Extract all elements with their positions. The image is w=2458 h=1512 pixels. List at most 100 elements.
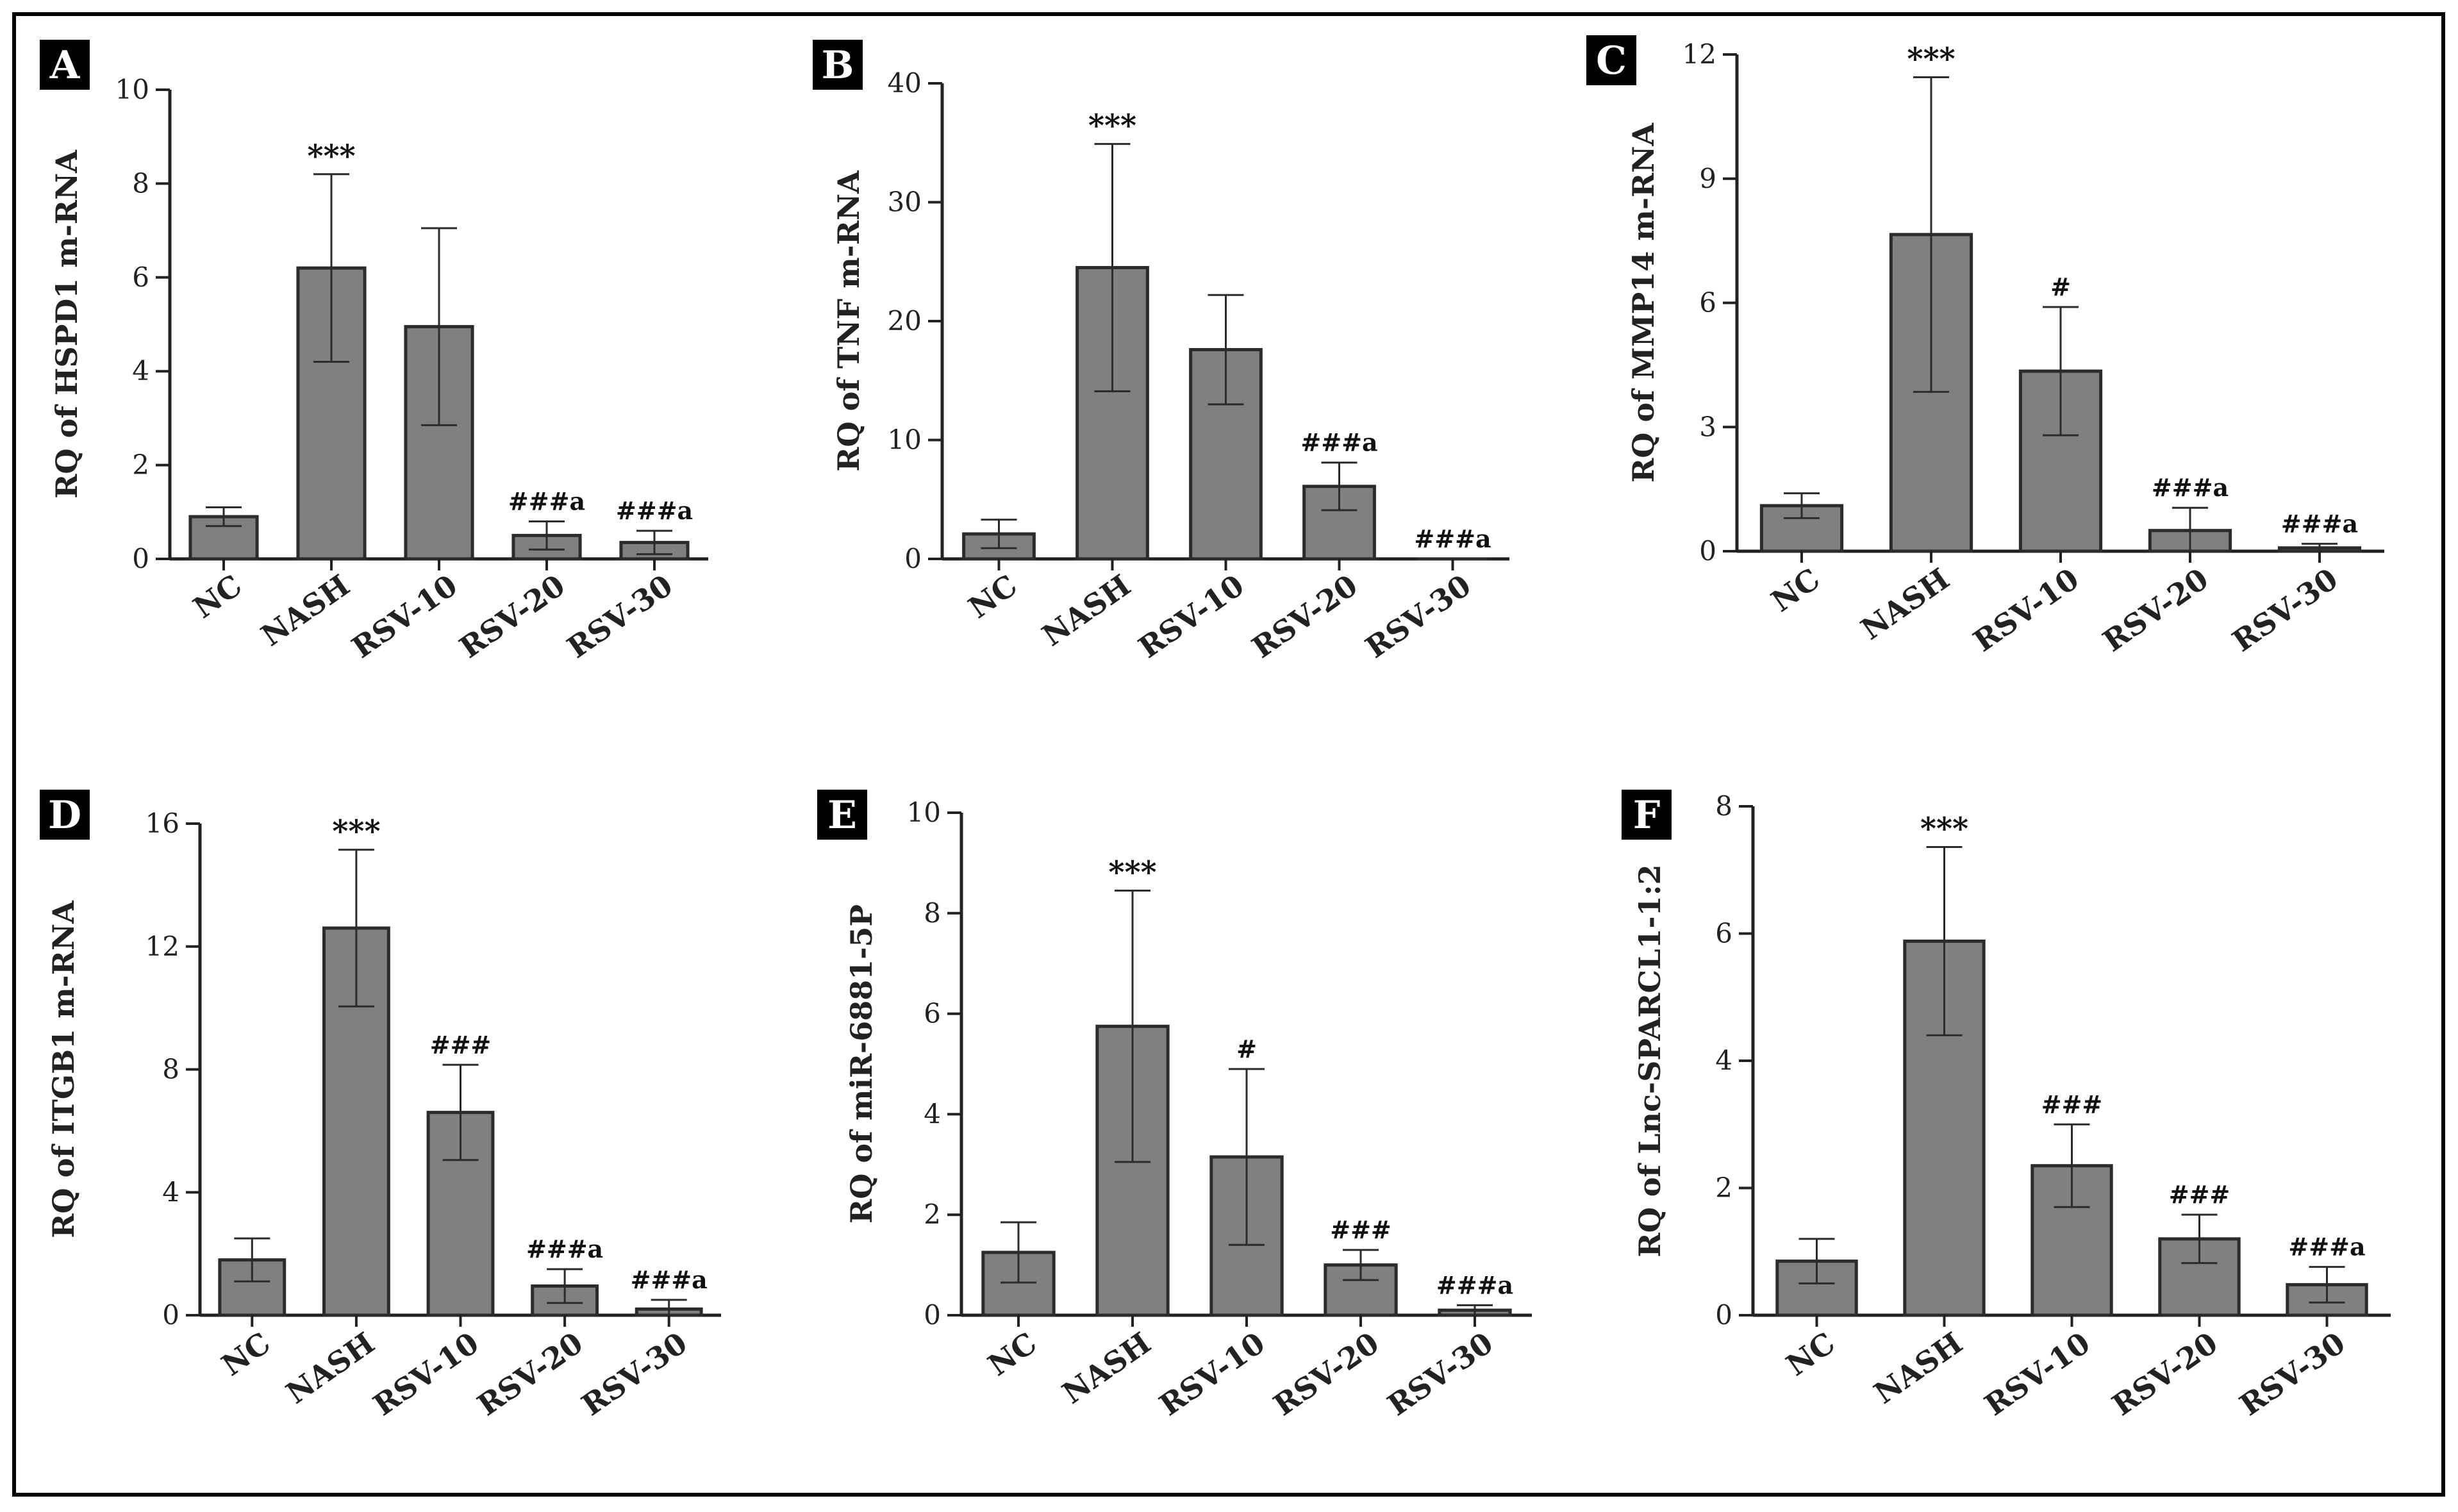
y-tick-label: 9 xyxy=(1699,163,1716,194)
significance-annotation: ###a xyxy=(526,1234,603,1263)
category-label: NASH xyxy=(255,568,356,653)
category-label: NC xyxy=(962,568,1023,625)
significance-annotation: *** xyxy=(307,138,355,174)
y-tick-label: 4 xyxy=(162,1176,179,1208)
significance-annotation: # xyxy=(1236,1034,1257,1063)
category-label: RSV-10 xyxy=(345,568,463,665)
panel-letter-badge xyxy=(40,40,90,90)
category-label: RSV-20 xyxy=(453,568,571,665)
y-tick-label: 6 xyxy=(1715,918,1732,949)
y-axis-label: RQ of miR-6881-5P xyxy=(844,904,879,1224)
category-label: RSV-30 xyxy=(561,568,679,665)
significance-annotation: ###a xyxy=(2281,509,2358,538)
panel-letter: F xyxy=(1633,793,1661,838)
y-tick-label: 0 xyxy=(1715,1299,1732,1331)
category-label: NC xyxy=(1780,1325,1841,1383)
significance-annotation: # xyxy=(2050,272,2071,301)
panel-a: A 0 2 4 6 8 10 RQ of HSPD1 m-RNA NC *** NASHRSV-10… xyxy=(40,40,708,665)
significance-annotation: ###a xyxy=(1414,524,1491,553)
panel-b: B 0 10 20 30 40 RQ of TNF m-RNA NC *** NASHRSV-10… xyxy=(813,40,1509,665)
y-axis-label: RQ of TNF m-RNA xyxy=(831,170,866,472)
y-tick-label: 8 xyxy=(162,1054,179,1085)
panel-d: D 0 4 8 12 16 RQ of ITGB1 m-RNA NC *** NASH ### RSV… xyxy=(40,790,721,1422)
y-tick-label: 0 xyxy=(1699,535,1716,567)
y-tick-label: 6 xyxy=(1699,287,1716,319)
y-tick-label: 0 xyxy=(162,1299,179,1331)
category-label: RSV-10 xyxy=(1153,1325,1271,1422)
bar-nc xyxy=(1775,1259,1858,1317)
category-label: NASH xyxy=(280,1325,381,1411)
y-axis-label: RQ of HSPD1 m-RNA xyxy=(49,149,84,499)
significance-annotation: *** xyxy=(1907,42,1955,78)
category-label: RSV-20 xyxy=(471,1325,589,1422)
y-tick-label: 8 xyxy=(1715,790,1732,822)
category-label: RSV-30 xyxy=(576,1325,693,1422)
y-tick-label: 3 xyxy=(1699,411,1716,442)
category-label: RSV-30 xyxy=(2226,561,2344,658)
y-tick-label: 2 xyxy=(132,449,149,481)
category-label: RSV-20 xyxy=(2097,561,2214,658)
category-label: NC xyxy=(982,1325,1043,1383)
y-tick-label: 4 xyxy=(924,1098,941,1129)
panel-letter-badge xyxy=(40,790,90,840)
y-tick-label: 12 xyxy=(145,931,179,962)
panel-letter-badge xyxy=(1622,790,1672,840)
significance-annotation: ### xyxy=(2169,1180,2230,1209)
panel-letter-badge xyxy=(813,40,863,90)
y-tick-label: 4 xyxy=(132,355,149,386)
category-label: NASH xyxy=(1056,1325,1157,1411)
y-tick-label: 8 xyxy=(132,167,149,199)
y-tick-label: 6 xyxy=(924,998,941,1029)
panel-f: F 0 2 4 6 8 RQ of Lnc-SPARCL1-1:2 NC *** NASH ### R… xyxy=(1622,790,2391,1422)
bar-rsv-10 xyxy=(2018,369,2103,553)
category-label: RSV-30 xyxy=(1381,1325,1499,1422)
significance-annotation: ###a xyxy=(2288,1233,2365,1261)
y-axis-label: RQ of MMP14 m-RNA xyxy=(1626,122,1661,483)
category-label: RSV-10 xyxy=(1967,561,2085,658)
y-tick-label: 12 xyxy=(1682,38,1716,70)
y-tick-label: 0 xyxy=(904,543,922,574)
panel-letter: B xyxy=(822,43,854,88)
y-tick-label: 16 xyxy=(145,808,179,839)
y-tick-label: 2 xyxy=(1715,1172,1732,1204)
y-tick-label: 10 xyxy=(907,797,941,828)
y-axis-label: RQ of ITGB1 m-RNA xyxy=(46,900,81,1238)
panel-letter: C xyxy=(1596,38,1627,83)
panel-letter: D xyxy=(48,793,81,838)
category-label: NASH xyxy=(1868,1325,1968,1411)
significance-annotation: ###a xyxy=(1436,1270,1513,1299)
category-label: RSV-20 xyxy=(1246,568,1364,665)
y-tick-label: 20 xyxy=(888,305,922,336)
y-tick-label: 10 xyxy=(115,74,149,105)
significance-annotation: ###a xyxy=(1300,428,1377,457)
category-label: RSV-20 xyxy=(1267,1325,1385,1422)
y-axis-label: RQ of Lnc-SPARCL1-1:2 xyxy=(1632,864,1667,1257)
significance-annotation: *** xyxy=(332,814,380,850)
significance-annotation: ### xyxy=(430,1030,492,1059)
significance-annotation: *** xyxy=(1108,855,1156,891)
panel-letter: A xyxy=(49,43,81,88)
y-tick-label: 2 xyxy=(924,1199,941,1230)
panel-c: C 0 3 6 9 12 RQ of MMP14 m-RNA NC *** NASH # RSV-10… xyxy=(1586,35,2384,658)
significance-annotation: ### xyxy=(1330,1215,1391,1244)
significance-annotation: ### xyxy=(2041,1090,2103,1118)
category-label: RSV-10 xyxy=(1133,568,1250,665)
category-label: RSV-30 xyxy=(2234,1325,2352,1422)
y-tick-label: 4 xyxy=(1715,1045,1732,1076)
y-tick-label: 10 xyxy=(888,424,922,456)
y-tick-label: 0 xyxy=(924,1299,941,1331)
category-label: RSV-30 xyxy=(1359,568,1477,665)
category-label: RSV-20 xyxy=(2106,1325,2224,1422)
category-label: RSV-10 xyxy=(367,1325,485,1422)
panel-letter: E xyxy=(827,793,857,838)
category-label: NASH xyxy=(1036,568,1136,653)
y-tick-label: 0 xyxy=(132,543,149,574)
category-label: NASH xyxy=(1855,561,1956,647)
y-tick-label: 8 xyxy=(924,897,941,929)
significance-annotation: *** xyxy=(1088,108,1136,144)
category-label: NC xyxy=(215,1325,276,1383)
outer-frame xyxy=(12,12,2445,1497)
panel-letter-badge xyxy=(1586,35,1636,85)
